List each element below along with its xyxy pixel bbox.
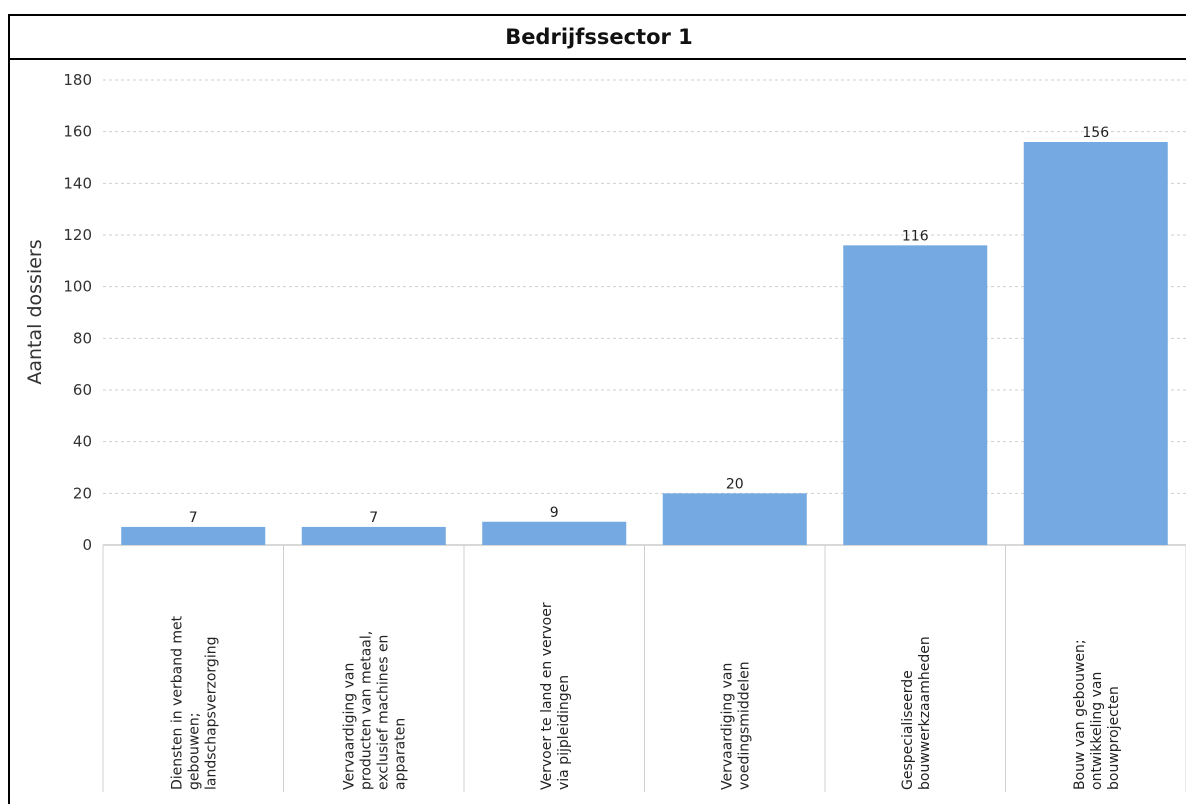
x-tick-label-line: apparaten: [392, 718, 408, 790]
data-label: 156: [1082, 125, 1109, 141]
x-tick-label-line: bouwwerkzaamheden: [917, 636, 933, 790]
y-tick-label: 120: [63, 226, 92, 244]
x-tick-label-line: producten van metaal,: [358, 631, 374, 790]
chart-title-bar: Bedrijfssector 1: [10, 16, 1186, 60]
y-tick-label: 60: [73, 381, 92, 399]
x-category-label: Vervoer te land en vervoer via pijpleidin…: [539, 602, 572, 790]
x-tick-label-line: exclusief machines en: [375, 635, 391, 790]
data-label: 7: [369, 510, 378, 526]
chart-title: Bedrijfssector 1: [505, 25, 693, 49]
y-tick-label: 100: [63, 278, 92, 296]
chart-frame: [8, 14, 1186, 804]
y-tick-label: 140: [63, 174, 92, 192]
x-tick-label-line: gebouwen;: [186, 713, 202, 790]
bar: [1023, 142, 1168, 545]
x-tick-label-line: Vervaardiging van: [341, 663, 357, 790]
bar: [482, 521, 627, 545]
data-label: 20: [726, 476, 744, 492]
y-tick-label: 20: [73, 484, 92, 502]
bar: [121, 526, 266, 545]
x-tick-label-line: Vervaardiging van: [719, 663, 735, 790]
x-tick-label-line: Diensten in verband met: [169, 615, 185, 790]
y-tick-label: 0: [82, 536, 92, 554]
y-tick-label: 80: [73, 329, 92, 347]
x-category-label: Vervaardiging van producten van metaal, ex…: [341, 631, 408, 790]
x-tick-label-line: Vervoer te land en vervoer: [539, 602, 555, 790]
x-tick-label-line: bouwprojecten: [1106, 686, 1122, 790]
bar: [662, 493, 807, 545]
y-tick-label: 160: [63, 123, 92, 141]
bar: [843, 245, 988, 546]
y-axis-label: Aantal dossiers: [24, 239, 46, 384]
x-tick-label-line: voedingsmiddelen: [736, 661, 752, 790]
data-label: 116: [902, 228, 929, 244]
x-tick-label-line: Gespecialiseerde: [900, 670, 916, 790]
x-category-label: Gespecialiseerde bouwwerkzaamheden: [900, 636, 933, 790]
x-category-label: Diensten in verband met gebouwen; landscha…: [169, 615, 219, 790]
y-tick-label: 40: [73, 433, 92, 451]
data-label: 7: [189, 510, 198, 526]
x-tick-label-line: via pijpleidingen: [556, 675, 572, 790]
x-tick-label-line: Bouw van gebouwen;: [1072, 639, 1088, 790]
x-category-label: Bouw van gebouwen; ontwikkeling van bouwpr…: [1072, 639, 1122, 790]
x-category-label: Vervaardiging van voedingsmiddelen: [719, 661, 752, 790]
bar: [301, 526, 446, 545]
x-tick-label-line: ontwikkeling van: [1089, 672, 1105, 790]
y-tick-label: 180: [63, 71, 92, 89]
x-tick-label-line: landschapsverzorging: [203, 637, 219, 790]
data-label: 9: [550, 505, 559, 521]
